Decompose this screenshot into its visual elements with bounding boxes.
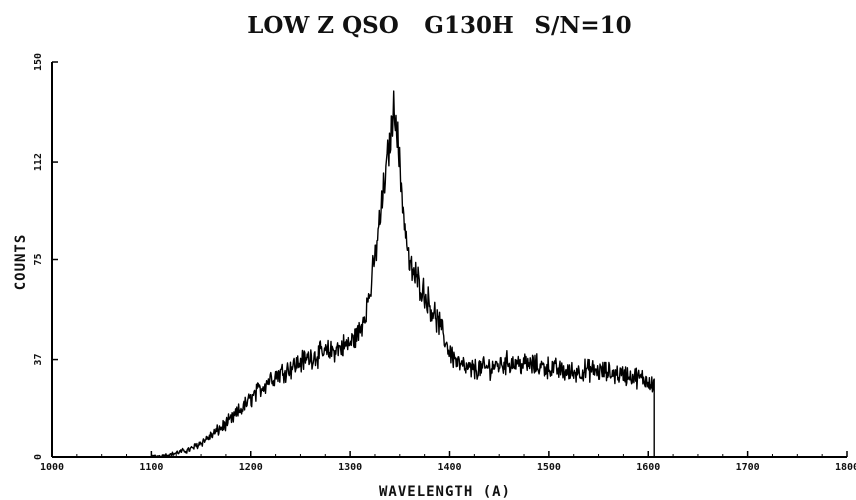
spectrum-series-line (51, 90, 847, 458)
axes-group (51, 62, 847, 458)
x-tick-label: 1600 (636, 462, 660, 473)
x-tick-label: 1500 (537, 462, 561, 473)
y-tick-label: 112 (33, 153, 44, 171)
y-tick-label: 0 (33, 454, 44, 460)
series-group (51, 90, 847, 458)
chart-title-part-2: G130H (424, 12, 513, 39)
chart-title-part-1: LOW Z QSO (247, 12, 399, 39)
x-tick-label: 1000 (40, 462, 64, 473)
y-axis-label: COUNTS (13, 234, 29, 291)
x-tick-label: 1300 (338, 462, 362, 473)
x-tick-label: 1200 (239, 462, 263, 473)
x-tick-label: 1400 (437, 462, 461, 473)
x-axis-label: WAVELENGTH (A) (379, 484, 511, 500)
x-tick-label: 1700 (736, 462, 760, 473)
chart-title-part-3: S/N=10 (534, 12, 631, 39)
y-tick-label: 37 (33, 354, 44, 366)
y-tick-label: 75 (33, 253, 44, 265)
x-tick-label: 1100 (139, 462, 163, 473)
y-tick-label: 150 (33, 53, 44, 71)
